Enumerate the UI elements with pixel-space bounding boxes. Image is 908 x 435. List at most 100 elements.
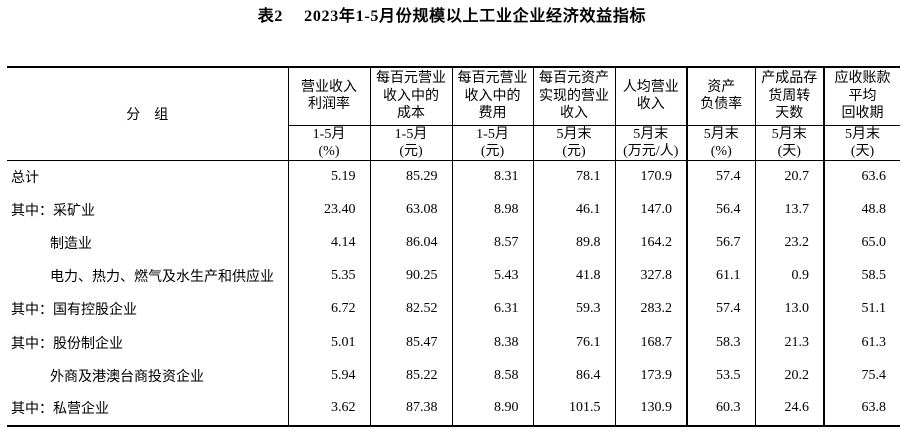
value-cell: 3.62 [287,392,370,426]
value-cell: 5.19 [287,160,370,194]
value-cell: 4.14 [287,226,370,260]
value-cell: 170.9 [614,160,687,194]
economic-indicators-table: 分 组营业收入 利润率 每百元营业 收入中的 成本 每百元营业 收入中的 费用 每百元资产 实现的… [7,66,900,427]
table-header: 分 组营业收入 利润率 每百元营业 收入中的 成本 每百元营业 收入中的 费用 每百元资产 实现的… [7,67,900,161]
row-label: 总计 [11,170,39,186]
table-row: 电力、热力、燃气及水生产和供应业 5.35 90.25 5.43 41.8 327.8 61… [7,259,900,293]
value-cell: 48.8 [823,193,900,227]
value-cell: 20.2 [754,359,824,393]
value-cell: 147.0 [614,193,687,227]
table-row: 其中：私营企业 3.62 87.38 8.90 101.5 130.9 60.3 24.6 63… [7,392,900,426]
value-cell: 82.52 [369,292,452,326]
value-cell: 63.08 [369,193,452,227]
column-header-unit: 1-5月 (%) [287,125,370,161]
column-header-group: 分 组 [7,67,288,161]
value-cell: 8.38 [451,325,533,360]
value-cell: 46.1 [532,193,615,227]
value-cell: 58.3 [686,325,755,360]
value-cell: 327.8 [614,259,687,293]
column-header-unit: 5月末 (元) [532,125,615,161]
value-cell: 75.4 [823,359,900,393]
value-cell: 61.1 [686,259,755,293]
column-header-name: 每百元营业 收入中的 费用 [451,67,533,126]
value-cell: 58.5 [823,259,900,293]
column-header-unit: 5月末 (万元/人) [614,125,687,161]
value-cell: 51.1 [823,292,900,326]
column-header-name: 每百元资产 实现的营业 收入 [532,67,615,126]
value-cell: 53.5 [686,359,755,393]
value-cell: 5.43 [451,259,533,293]
value-cell: 8.31 [451,160,533,194]
value-cell: 89.8 [532,226,615,260]
value-cell: 173.9 [614,359,687,393]
value-cell: 130.9 [614,392,687,426]
column-header-unit: 5月末 (天) [823,125,900,161]
row-label: 制造业 [50,236,92,252]
column-header-name: 应收账款 平均 回收期 [823,67,900,126]
table-row: 其中：国有控股企业 6.72 82.52 6.31 59.3 283.2 57.4 13.0 5… [7,292,900,326]
table-number: 表2 [257,8,284,25]
value-cell: 65.0 [823,226,900,260]
value-cell: 41.8 [532,259,615,293]
row-label: 其中：国有控股企业 [11,303,137,319]
value-cell: 63.6 [823,160,900,194]
row-label: 其中：采矿业 [11,203,95,219]
column-header-unit: 1-5月 (元) [369,125,452,161]
row-label: 外商及港澳台商投资企业 [50,369,204,385]
table-row: 其中：采矿业 23.40 63.08 8.98 46.1 147.0 56.4 13.7 48.… [7,193,900,227]
column-header-unit: 1-5月 (元) [451,125,533,161]
value-cell: 86.4 [532,359,615,393]
value-cell: 168.7 [614,325,687,360]
value-cell: 6.72 [287,292,370,326]
table-row: 外商及港澳台商投资企业 5.94 85.22 8.58 86.4 173.9 53.5 20.… [7,359,900,393]
value-cell: 5.94 [287,359,370,393]
value-cell: 5.01 [287,325,370,360]
column-header-name: 营业收入 利润率 [287,67,370,126]
value-cell: 85.29 [369,160,452,194]
table-body: 总计 5.19 85.29 8.31 78.1 170.9 57.4 20.7 63.6 其中：采… [7,160,900,426]
value-cell: 59.3 [532,292,615,326]
value-cell: 57.4 [686,292,755,326]
value-cell: 63.8 [823,392,900,426]
value-cell: 8.98 [451,193,533,227]
value-cell: 85.47 [369,325,452,360]
header-unit-row: 1-5月 (%) 1-5月 (元) 1-5月 (元) 5月末 (元) 5月末 (万元/人) 5月末(… [7,125,900,161]
value-cell: 78.1 [532,160,615,194]
column-header-name: 每百元营业 收入中的 成本 [369,67,452,126]
value-cell: 76.1 [532,325,615,360]
value-cell: 13.7 [754,193,824,227]
value-cell: 8.90 [451,392,533,426]
row-label: 其中：股份制企业 [11,336,123,352]
value-cell: 87.38 [369,392,452,426]
column-header-name: 人均营业 收入 [614,67,687,126]
value-cell: 23.40 [287,193,370,227]
value-cell: 20.7 [754,160,824,194]
column-header-unit: 5月末 (天) [754,125,824,161]
value-cell: 60.3 [686,392,755,426]
table-row: 总计 5.19 85.29 8.31 78.1 170.9 57.4 20.7 63.6 [7,160,900,194]
column-header-name: 产成品存 货周转 天数 [754,67,824,126]
value-cell: 86.04 [369,226,452,260]
value-cell: 23.2 [754,226,824,260]
column-header-name: 资产 负债率 [686,67,755,126]
value-cell: 61.3 [823,325,900,360]
table-title: 表2 2023年1-5月份规模以上工业企业经济效益指标 [0,7,906,27]
column-header-unit: 5月末 (%) [686,125,755,161]
value-cell: 21.3 [754,325,824,360]
value-cell: 8.58 [451,359,533,393]
value-cell: 13.0 [754,292,824,326]
table-row: 制造业 4.14 86.04 8.57 89.8 164.2 56.7 23.2 65.0 [7,226,900,260]
value-cell: 101.5 [532,392,615,426]
value-cell: 164.2 [614,226,687,260]
value-cell: 5.35 [287,259,370,293]
table-title-text: 2023年1-5月份规模以上工业企业经济效益指标 [304,8,647,25]
table-row: 其中：股份制企业 5.01 85.47 8.38 76.1 168.7 58.3 21.3 61… [7,325,900,360]
value-cell: 8.57 [451,226,533,260]
value-cell: 6.31 [451,292,533,326]
value-cell: 24.6 [754,392,824,426]
value-cell: 56.7 [686,226,755,260]
value-cell: 85.22 [369,359,452,393]
value-cell: 56.4 [686,193,755,227]
value-cell: 90.25 [369,259,452,293]
